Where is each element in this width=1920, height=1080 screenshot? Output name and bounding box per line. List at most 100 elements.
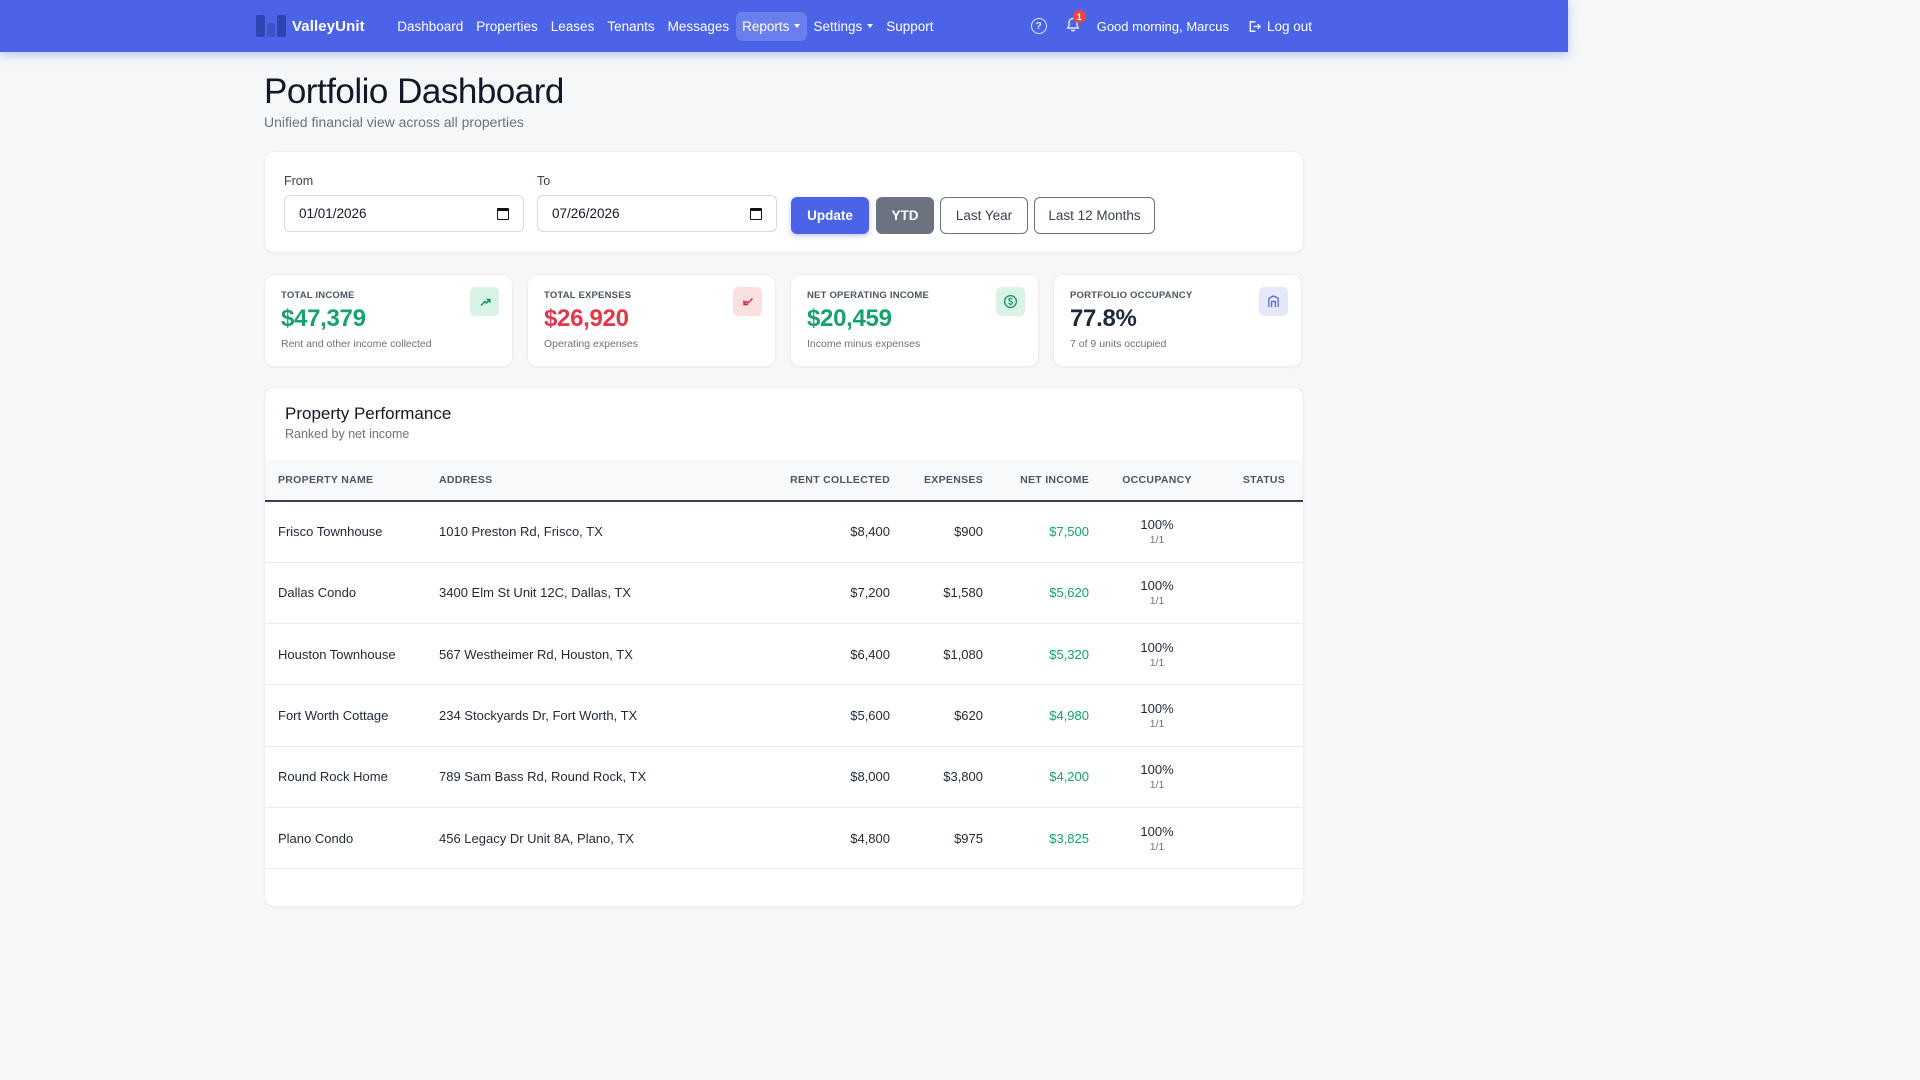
address-cell: 1010 Preston Rd, Frisco, TX xyxy=(439,501,729,563)
rent-collected-cell: $4,800 xyxy=(729,807,890,870)
logout-link[interactable]: Log out xyxy=(1247,19,1312,34)
nav-link-label: Tenants xyxy=(607,18,655,34)
status-cell xyxy=(1225,562,1303,625)
column-header-occupancy[interactable]: OCCUPANCY xyxy=(1122,474,1192,486)
table-row[interactable]: Dallas Condo 3400 Elm St Unit 12C, Dalla… xyxy=(265,562,1303,625)
stat-label: PORTFOLIO OCCUPANCY xyxy=(1070,290,1193,301)
last-year-button[interactable]: Last Year xyxy=(940,197,1028,234)
nav-link-label: Leases xyxy=(550,18,595,34)
stat-label: TOTAL EXPENSES xyxy=(544,290,632,301)
expenses-cell: $3,800 xyxy=(890,746,983,808)
table-row[interactable]: Houston Townhouse 567 Westheimer Rd, Hou… xyxy=(265,623,1303,686)
last-12-months-button[interactable]: Last 12 Months xyxy=(1034,197,1155,234)
net-income-cell: $7,500 xyxy=(983,501,1089,563)
nav-link-reports[interactable]: Reports xyxy=(735,11,807,41)
table-row[interactable]: Frisco Townhouse 1010 Preston Rd, Frisco… xyxy=(265,501,1303,563)
expenses-cell: $620 xyxy=(890,684,983,747)
occupancy-cell: 100% 1/1 xyxy=(1089,562,1225,625)
rent-collected-cell: $8,000 xyxy=(729,746,890,808)
nav-link-properties[interactable]: Properties xyxy=(470,12,545,41)
occupancy-units: 1/1 xyxy=(1149,595,1165,608)
from-date-input[interactable]: 01/01/2026 xyxy=(284,195,524,232)
nav-link-tenants[interactable]: Tenants xyxy=(601,12,661,41)
net-income-cell: $4,980 xyxy=(983,684,1089,747)
help-icon[interactable]: ? xyxy=(1030,18,1047,34)
nav-link-dashboard[interactable]: Dashboard xyxy=(391,12,470,41)
brand-name: ValleyUnit xyxy=(292,17,365,35)
rent-collected-cell: $6,400 xyxy=(729,623,890,686)
expenses-cell: $1,580 xyxy=(890,562,983,625)
property-name-cell: Round Rock Home xyxy=(265,746,439,808)
table-row[interactable]: Fort Worth Cottage 234 Stockyards Dr, Fo… xyxy=(265,684,1303,747)
occupancy-cell: 100% 1/1 xyxy=(1089,807,1225,870)
property-name-cell: Frisco Townhouse xyxy=(265,501,439,563)
nav-link-label: Dashboard xyxy=(397,18,464,34)
nav-link-support[interactable]: Support xyxy=(880,12,940,41)
notification-count-badge: 1 xyxy=(1072,10,1086,23)
to-date-input[interactable]: 07/26/2026 xyxy=(537,195,777,232)
stat-description: 7 of 9 units occupied xyxy=(1070,338,1167,350)
notifications-button[interactable]: 1 xyxy=(1065,10,1086,35)
column-header-net-income[interactable]: NET INCOME xyxy=(1020,474,1089,486)
column-header-status[interactable]: STATUS xyxy=(1242,474,1286,486)
nav-link-label: Properties xyxy=(476,18,538,34)
total-income-card: TOTAL INCOME $47,379 Rent and other inco… xyxy=(264,274,513,367)
trending-down-icon xyxy=(733,287,762,316)
nav-link-messages[interactable]: Messages xyxy=(661,12,736,41)
net-operating-income-card: NET OPERATING INCOME $20,459 Income minu… xyxy=(790,274,1039,367)
total-expenses-card: TOTAL EXPENSES $26,920 Operating expense… xyxy=(527,274,776,367)
property-name-cell: Plano Condo xyxy=(265,807,439,870)
rent-collected-cell: $7,200 xyxy=(729,562,890,625)
table-row[interactable]: Plano Condo 456 Legacy Dr Unit 8A, Plano… xyxy=(265,807,1303,870)
property-performance-card: Property Performance Ranked by net incom… xyxy=(264,387,1304,907)
logout-label: Log out xyxy=(1266,18,1312,34)
calendar-icon[interactable] xyxy=(497,207,509,220)
property-name-cell: Dallas Condo xyxy=(265,562,439,625)
expenses-cell: $975 xyxy=(890,807,983,870)
stat-label: TOTAL INCOME xyxy=(281,290,355,301)
table-header-row: PROPERTY NAME ADDRESS RENT COLLECTED EXP… xyxy=(265,460,1303,501)
expenses-cell: $900 xyxy=(890,501,983,563)
brand-logo-icon xyxy=(256,15,286,37)
status-cell xyxy=(1225,746,1303,808)
ytd-button[interactable]: YTD xyxy=(876,197,934,234)
stat-cards: TOTAL INCOME $47,379 Rent and other inco… xyxy=(264,274,1304,367)
rent-collected-cell: $8,400 xyxy=(729,501,890,563)
stat-value: $26,920 xyxy=(544,305,629,332)
calendar-icon[interactable] xyxy=(750,207,762,220)
column-header-expenses[interactable]: EXPENSES xyxy=(923,474,983,486)
to-field: To 07/26/2026 xyxy=(537,174,777,232)
nav-links: Dashboard Properties Leases Tenants Mess… xyxy=(391,11,940,41)
stat-value: $47,379 xyxy=(281,305,366,332)
property-performance-table: PROPERTY NAME ADDRESS RENT COLLECTED EXP… xyxy=(265,460,1303,870)
nav-link-leases[interactable]: Leases xyxy=(544,12,601,41)
brand-link[interactable]: ValleyUnit xyxy=(256,15,365,37)
address-cell: 234 Stockyards Dr, Fort Worth, TX xyxy=(439,684,729,747)
from-field: From 01/01/2026 xyxy=(284,174,524,232)
occupancy-units: 1/1 xyxy=(1149,840,1165,853)
update-button[interactable]: Update xyxy=(791,197,869,234)
greeting-text: Good morning, Marcus xyxy=(1096,18,1229,34)
page-subtitle: Unified financial view across all proper… xyxy=(264,114,524,130)
trending-up-icon xyxy=(470,287,499,316)
top-navbar: ValleyUnit Dashboard Properties Leases T… xyxy=(0,0,1568,52)
occupancy-percent: 100% xyxy=(1140,823,1174,839)
to-label: To xyxy=(537,174,551,188)
nav-link-settings[interactable]: Settings xyxy=(807,12,880,41)
column-header-property-name[interactable]: PROPERTY NAME xyxy=(278,474,374,486)
occupancy-cell: 100% 1/1 xyxy=(1089,623,1225,686)
dollar-circle-icon xyxy=(996,287,1025,316)
column-header-address[interactable]: ADDRESS xyxy=(439,474,493,486)
status-cell xyxy=(1225,501,1303,563)
occupancy-percent: 100% xyxy=(1140,517,1174,533)
chevron-down-icon xyxy=(867,24,874,28)
occupancy-percent: 100% xyxy=(1140,639,1174,655)
occupancy-percent: 100% xyxy=(1140,762,1174,778)
stat-description: Rent and other income collected xyxy=(281,338,432,350)
page-title: Portfolio Dashboard xyxy=(264,72,564,111)
address-cell: 3400 Elm St Unit 12C, Dallas, TX xyxy=(439,562,729,625)
stat-value: 77.8% xyxy=(1070,305,1137,332)
column-header-rent-collected[interactable]: RENT COLLECTED xyxy=(790,474,890,486)
table-row[interactable]: Round Rock Home 789 Sam Bass Rd, Round R… xyxy=(265,746,1303,808)
to-date-value: 07/26/2026 xyxy=(552,206,620,221)
